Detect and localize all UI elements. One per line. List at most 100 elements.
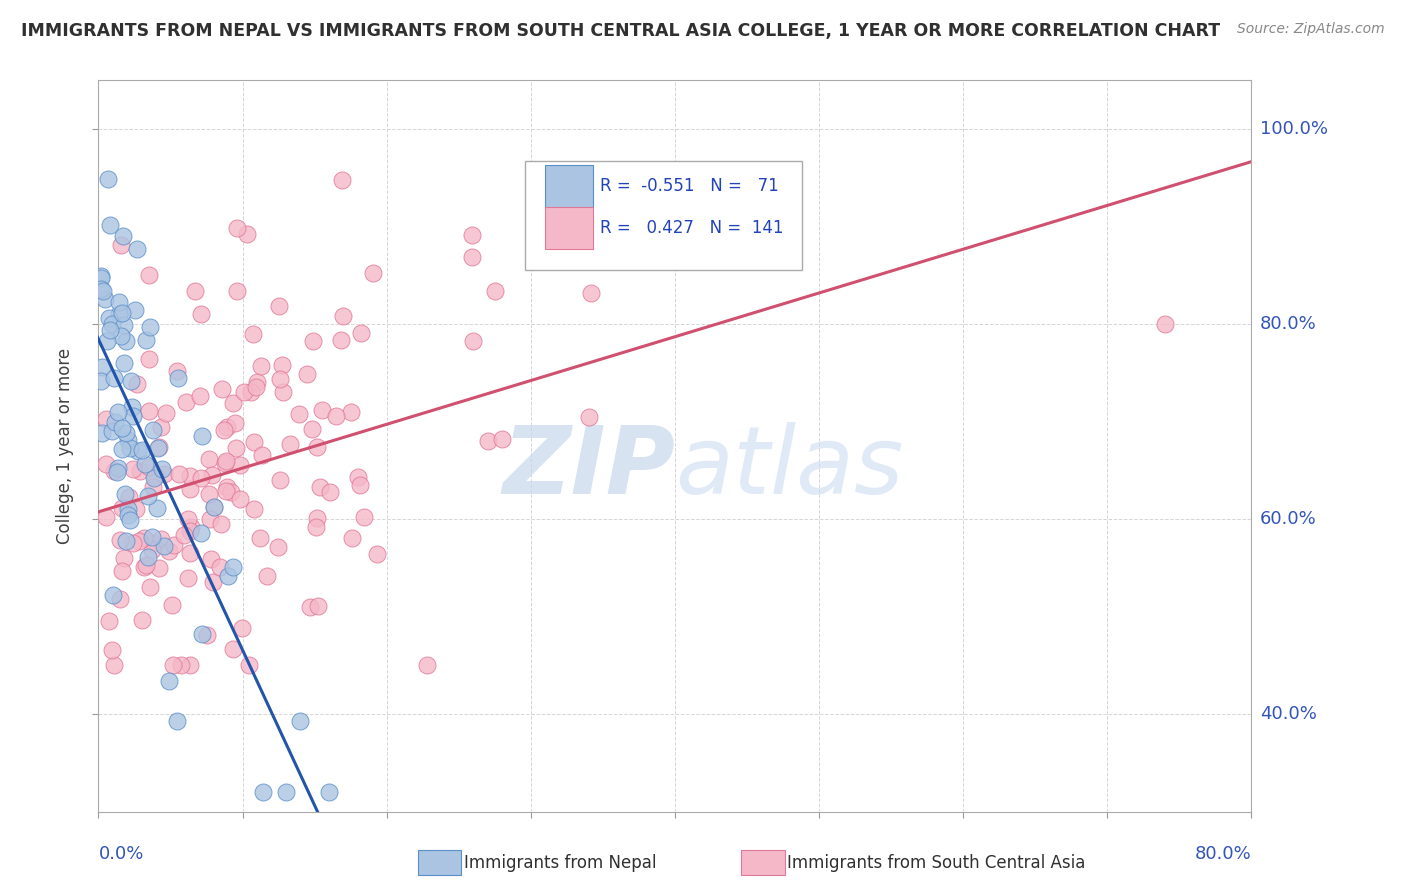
Point (191, 428, 214, 442)
Point (491, 433, 513, 447)
Point (361, 266, 384, 280)
Point (308, 479, 330, 493)
Point (238, 658, 260, 673)
Point (108, 533, 131, 547)
Text: R =  -0.551   N =   71: R = -0.551 N = 71 (600, 178, 779, 195)
Text: atlas: atlas (675, 423, 903, 514)
Point (222, 642, 245, 657)
Point (134, 531, 156, 545)
Point (112, 229, 135, 244)
Point (305, 510, 328, 524)
Point (122, 536, 145, 550)
Y-axis label: College, 1 year or more: College, 1 year or more (56, 348, 75, 544)
Point (179, 482, 201, 496)
Point (90, 359, 112, 374)
Point (162, 538, 184, 552)
Point (245, 380, 267, 394)
Point (152, 467, 174, 482)
Point (226, 285, 249, 299)
Point (139, 320, 162, 334)
Point (136, 549, 159, 564)
Point (160, 598, 183, 612)
Point (131, 443, 153, 458)
Point (155, 406, 177, 420)
Text: 0.0%: 0.0% (98, 845, 143, 863)
Point (162, 658, 184, 673)
Point (120, 374, 142, 388)
Point (221, 395, 243, 409)
Point (90, 268, 112, 283)
Point (301, 422, 323, 436)
Point (179, 468, 201, 483)
Point (209, 517, 232, 532)
Point (302, 334, 325, 348)
Point (104, 415, 127, 429)
Point (97, 172, 120, 186)
Point (131, 613, 153, 627)
Point (319, 485, 342, 500)
Point (143, 469, 166, 483)
Point (252, 785, 274, 799)
Point (112, 550, 135, 565)
Point (117, 433, 139, 447)
Point (169, 467, 191, 482)
Point (190, 307, 212, 321)
Point (274, 785, 297, 799)
Point (202, 500, 225, 514)
Point (148, 440, 170, 454)
Point (231, 621, 253, 635)
Point (166, 364, 188, 378)
Point (148, 442, 170, 456)
Point (201, 468, 224, 483)
Point (269, 372, 291, 386)
Point (349, 478, 371, 492)
Point (128, 533, 150, 548)
Point (120, 513, 142, 527)
Point (366, 547, 388, 561)
Text: 100.0%: 100.0% (1260, 120, 1327, 138)
Point (94, 509, 117, 524)
Text: 60.0%: 60.0% (1260, 510, 1316, 528)
Point (217, 569, 239, 583)
Point (225, 220, 247, 235)
Point (191, 627, 214, 641)
Point (111, 564, 134, 578)
Point (110, 329, 132, 343)
Point (243, 502, 266, 516)
Point (135, 333, 157, 347)
Point (138, 580, 160, 594)
Point (340, 405, 363, 419)
Point (243, 434, 266, 449)
Point (246, 376, 269, 390)
Point (460, 227, 482, 242)
Point (127, 242, 149, 256)
Point (201, 574, 224, 589)
Point (114, 356, 136, 370)
Text: ZIP: ZIP (502, 422, 675, 514)
Point (150, 461, 173, 475)
Point (347, 470, 370, 484)
Point (124, 302, 146, 317)
Point (332, 309, 354, 323)
Point (101, 588, 124, 602)
Point (311, 403, 333, 417)
Point (127, 444, 149, 458)
Point (211, 382, 233, 396)
Point (114, 426, 136, 441)
Point (138, 268, 160, 282)
Point (136, 489, 159, 503)
Point (461, 334, 484, 348)
Point (477, 434, 499, 448)
Point (200, 511, 222, 525)
Point (184, 284, 207, 298)
Point (111, 500, 134, 515)
Point (215, 454, 238, 468)
Point (105, 465, 128, 479)
Point (101, 317, 124, 331)
Point (267, 299, 290, 313)
Point (217, 420, 239, 434)
Point (138, 404, 160, 418)
Point (135, 558, 157, 573)
Point (107, 294, 129, 309)
Point (179, 546, 201, 560)
